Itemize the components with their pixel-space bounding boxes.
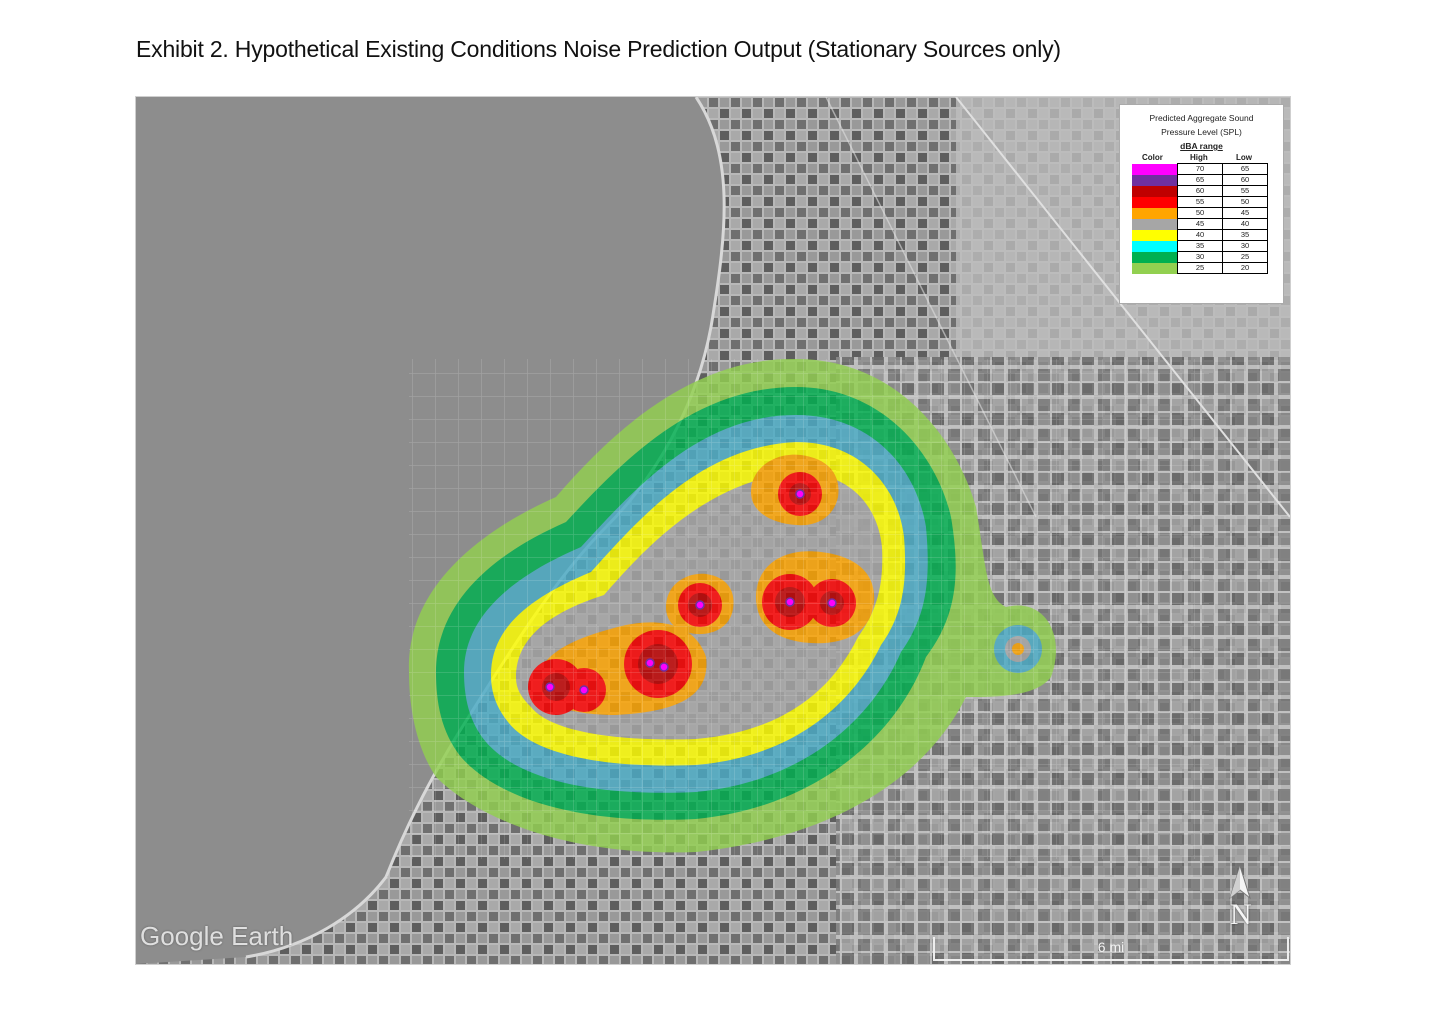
legend-high-value: 25 (1177, 262, 1223, 274)
legend-subtitle: dBA range (1180, 141, 1223, 151)
legend-row: 25 20 (1132, 262, 1268, 274)
legend-high-value: 60 (1177, 185, 1223, 197)
legend-row: 30 25 (1132, 251, 1268, 263)
legend-high-value: 30 (1177, 251, 1223, 263)
legend-color-swatch (1132, 207, 1178, 219)
map-canvas (136, 97, 1290, 964)
legend-high-value: 35 (1177, 240, 1223, 252)
legend-title-line1: Predicted Aggregate Sound (1149, 113, 1254, 123)
noise-source-marker (645, 658, 655, 668)
legend-row: 40 35 (1132, 229, 1268, 241)
legend-high-value: 50 (1177, 207, 1223, 219)
legend-low-value: 45 (1222, 207, 1268, 219)
legend-low-value: 60 (1222, 174, 1268, 186)
legend-row: 55 50 (1132, 196, 1268, 208)
noise-source-marker (827, 598, 837, 608)
legend-row: 50 45 (1132, 207, 1268, 219)
legend-row: 60 55 (1132, 185, 1268, 197)
section-grid-overlay (409, 359, 1209, 859)
legend-col-low: Low (1236, 153, 1252, 162)
legend-low-value: 20 (1222, 262, 1268, 274)
legend-high-value: 55 (1177, 196, 1223, 208)
legend-col-high: High (1190, 153, 1208, 162)
legend-title-line2: Pressure Level (SPL) (1161, 127, 1242, 137)
legend-color-swatch (1132, 185, 1178, 197)
legend-row: 45 40 (1132, 218, 1268, 230)
scale-label: 6 mi (1097, 939, 1125, 955)
noise-sources (545, 489, 837, 695)
highway-road (825, 97, 1037, 518)
legend-color-swatch (1132, 251, 1178, 263)
legend-high-value: 70 (1177, 163, 1223, 175)
noise-source-marker (579, 685, 589, 695)
legend-low-value: 40 (1222, 218, 1268, 230)
legend-table: 70 65 65 60 60 55 55 50 50 45 45 40 40 35 35 30 30 25 25 20 (1132, 163, 1268, 274)
legend-color-swatch (1132, 229, 1178, 241)
legend-high-value: 45 (1177, 218, 1223, 230)
legend-color-swatch (1132, 262, 1178, 274)
legend-color-swatch (1132, 218, 1178, 230)
legend-low-value: 55 (1222, 185, 1268, 197)
noise-source-marker (659, 662, 669, 672)
legend-row: 70 65 (1132, 163, 1268, 175)
legend-high-value: 40 (1177, 229, 1223, 241)
legend-row: 65 60 (1132, 174, 1268, 186)
legend-high-value: 65 (1177, 174, 1223, 186)
highway-road (955, 97, 1290, 518)
map-view[interactable]: Predicted Aggregate Sound Pressure Level… (135, 96, 1291, 965)
legend-color-swatch (1132, 240, 1178, 252)
north-label: N (1230, 898, 1252, 931)
legend-low-value: 30 (1222, 240, 1268, 252)
exhibit-title: Exhibit 2. Hypothetical Existing Conditi… (136, 36, 1061, 62)
legend-low-value: 25 (1222, 251, 1268, 263)
legend-color-swatch (1132, 174, 1178, 186)
noise-source-marker (795, 489, 805, 499)
legend-low-value: 35 (1222, 229, 1268, 241)
legend-color-swatch (1132, 196, 1178, 208)
noise-source-marker (785, 597, 795, 607)
legend-row: 35 30 (1132, 240, 1268, 252)
legend-low-value: 65 (1222, 163, 1268, 175)
legend-color-swatch (1132, 163, 1178, 175)
noise-source-marker (545, 682, 555, 692)
scale-bar: 6 mi (933, 937, 1289, 961)
attribution-label: Google Earth (140, 921, 294, 951)
legend-low-value: 50 (1222, 196, 1268, 208)
north-arrow-icon (1229, 864, 1251, 900)
legend-panel: Predicted Aggregate Sound Pressure Level… (1119, 104, 1284, 304)
legend-col-color: Color (1142, 153, 1163, 162)
north-arrow: N (1226, 864, 1262, 934)
noise-source-marker (695, 600, 705, 610)
